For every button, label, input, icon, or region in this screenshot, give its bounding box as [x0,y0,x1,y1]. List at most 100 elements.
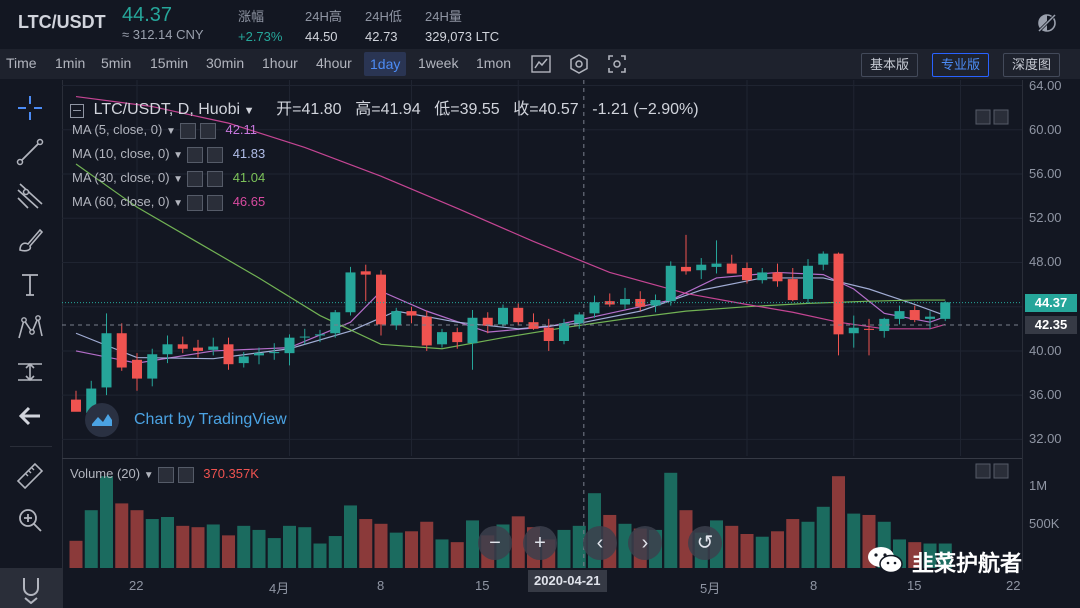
stat-volume: 24H量 329,073 LTC [425,6,499,44]
magnet-icon[interactable] [16,572,46,604]
ma-dropdown-icon[interactable]: ▼ [173,150,184,161]
time-axis[interactable]: 22 4月 8 15 5月 8 15 22 2020-04-21 [62,568,1022,608]
interval-1mon[interactable]: 1mon [476,55,512,71]
ticker-bar: LTC/USDT 44.37 ≈ 312.14 CNY 涨幅 +2.73% 24… [0,0,1080,48]
volume-bar [237,525,251,568]
back-arrow-icon[interactable] [14,400,46,432]
ma-settings-icon[interactable] [187,170,204,187]
zoom-icon[interactable] [14,504,46,536]
ruler-icon[interactable] [14,460,46,492]
ma-settings-icon[interactable] [187,146,204,163]
volume-settings-icon[interactable] [157,466,174,483]
reset-chart-button[interactable]: ↺ [688,526,722,560]
cny-price: ≈ 312.14 CNY [122,27,204,42]
interval-1day[interactable]: 1day [364,52,407,76]
volume-bar [222,535,235,568]
ma10-row[interactable]: MA (10, close, 0) ▼ 41.83 [72,146,265,163]
ma-close-icon[interactable] [207,170,224,187]
volume-bar [298,527,312,568]
candle-body [482,317,493,326]
price-axis[interactable]: 64.0060.0056.0052.0048.0044.0040.0036.00… [1022,78,1080,570]
candle-body [559,323,569,341]
ma-dropdown-icon[interactable]: ▼ [173,174,184,185]
ma5-row[interactable]: MA (5, close, 0) ▼ 42.11 [72,122,257,139]
ma-close-icon[interactable] [199,122,216,139]
scroll-right-button[interactable]: › [628,526,662,560]
symbol-dropdown-icon[interactable]: ▼ [243,105,255,117]
candle-body [742,268,752,281]
interval-15min[interactable]: 15min [150,55,189,71]
trend-line-icon[interactable] [14,136,46,168]
candle-body [147,354,158,379]
ma-value: 46.65 [232,194,266,209]
volume-bar [923,543,937,568]
minimize-icon[interactable] [70,103,84,118]
x-tick-label: 5月 [700,581,721,596]
pattern-tool-icon[interactable] [14,312,46,344]
crosshair-icon[interactable] [14,92,46,124]
volume-bar [84,510,98,568]
current-price-tag: 44.37 [1025,293,1077,312]
volume-bar [832,476,845,568]
zoom-in-button[interactable]: + [523,526,557,560]
interval-1hour[interactable]: 1hour [262,55,298,71]
volume-bar [771,531,784,568]
ma-close-icon[interactable] [207,194,224,211]
hide-icon[interactable] [1036,12,1058,34]
measure-range-icon[interactable] [14,356,46,388]
volume-close-icon[interactable] [177,466,194,483]
ma60-row[interactable]: MA (60, close, 0) ▼ 46.65 [72,194,265,211]
volume-bar [359,519,373,568]
volume-bar [328,536,342,568]
candle-body [223,344,234,365]
volume-tick-label: 500K [1029,516,1060,531]
fullscreen-icon[interactable] [604,53,630,75]
interval-time[interactable]: Time [6,55,37,71]
candle-body [864,328,874,330]
mode-depth-button[interactable]: 深度图 [1003,53,1061,77]
fib-tool-icon[interactable] [14,180,46,212]
mode-pro-button[interactable]: 专业版 [932,53,990,77]
volume-bar [572,525,586,568]
ma-label: MA (30, close, 0) [72,170,170,185]
scroll-left-button[interactable]: ‹ [583,526,617,560]
candle-body [177,344,188,349]
text-tool-icon[interactable] [14,268,46,300]
brush-icon[interactable] [14,224,46,256]
ma30-row[interactable]: MA (30, close, 0) ▼ 41.04 [72,170,265,187]
volume-bar [435,539,449,568]
chart-type-icon[interactable] [528,53,554,75]
symbol-title[interactable]: LTC/USDT, D, Huobi [93,101,241,118]
open-label: 开= [276,101,302,118]
low-value: 39.55 [459,101,500,118]
y-tick-label: 32.00 [1029,431,1062,447]
price-chart[interactable] [62,80,1022,456]
settings-icon[interactable] [566,53,592,75]
more-tools[interactable] [0,568,62,608]
interval-30min[interactable]: 30min [206,55,245,71]
interval-5min[interactable]: 5min [101,55,132,71]
candle-body [589,302,600,314]
ma-settings-icon[interactable] [179,122,196,139]
y-tick-label: 36.00 [1029,387,1062,403]
volume-bar [267,538,281,568]
interval-1min[interactable]: 1min [55,55,86,71]
ma-close-icon[interactable] [207,146,224,163]
zoom-out-button[interactable]: − [478,526,512,560]
close-value: 40.57 [538,101,579,118]
candle-body [925,316,935,319]
interval-1week[interactable]: 1week [418,55,459,71]
candle-body [940,302,951,319]
candle-body [528,322,539,329]
pair-name[interactable]: LTC/USDT [18,12,106,32]
candle-body [696,264,707,271]
volume-label[interactable]: Volume (20) [70,466,141,481]
volume-dropdown-icon[interactable]: ▼ [143,470,154,481]
ma-dropdown-icon[interactable]: ▼ [165,126,176,137]
interval-4hour[interactable]: 4hour [316,55,352,71]
ma-dropdown-icon[interactable]: ▼ [173,198,184,209]
mode-basic-button[interactable]: 基本版 [861,53,919,77]
ma-settings-icon[interactable] [187,194,204,211]
volume-chart[interactable] [62,458,1022,568]
y-tick-label: 56.00 [1029,166,1062,181]
